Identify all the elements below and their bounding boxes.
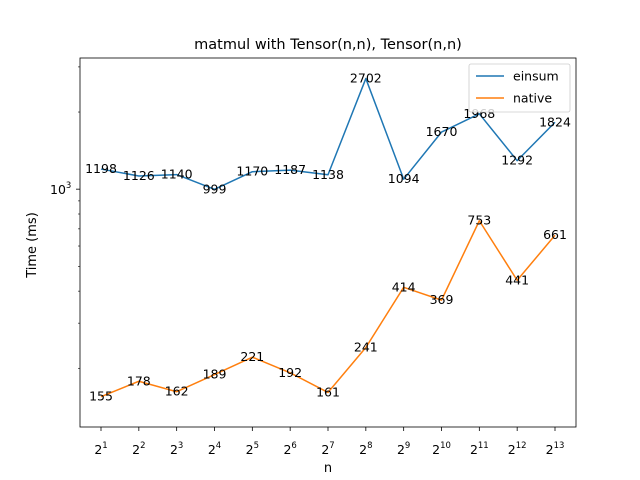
- series-line-native: [100, 219, 556, 398]
- data-label: 1140: [161, 167, 193, 182]
- axes-frame: [79, 57, 577, 428]
- data-label: 661: [543, 227, 567, 242]
- data-label: 1170: [236, 164, 268, 179]
- y-tick-label: 103: [50, 181, 71, 197]
- x-tick-label: 22: [132, 441, 145, 457]
- x-tick-label: 26: [283, 441, 296, 457]
- x-tick-label: 211: [470, 441, 489, 457]
- x-tick-label: 29: [397, 441, 410, 457]
- plot-area: 1198 1126 1140 999 1170 1187 1138 2702 1094 1670 1…: [50, 57, 577, 457]
- data-label: 414: [392, 279, 416, 294]
- x-tick-label: 27: [321, 441, 334, 457]
- data-label: 1670: [426, 124, 458, 139]
- x-tick-label: 21: [94, 441, 107, 457]
- x-tick-label: 24: [208, 441, 221, 457]
- data-label: 1824: [539, 114, 571, 129]
- y-axis-label: Time (ms): [25, 212, 40, 279]
- series-line-einsum: [100, 77, 556, 191]
- data-label: 161: [316, 384, 340, 399]
- x-axis-label: n: [324, 461, 332, 476]
- x-tick-label: 213: [546, 441, 565, 457]
- data-label: 369: [430, 292, 454, 307]
- data-label: 999: [203, 181, 227, 196]
- data-label: 1187: [274, 162, 306, 177]
- data-label: 1292: [501, 153, 533, 168]
- data-label: 1198: [85, 161, 117, 176]
- data-label: 1094: [388, 171, 420, 186]
- data-label: 178: [127, 373, 151, 388]
- data-label: 2702: [350, 71, 382, 86]
- data-label: 162: [165, 384, 189, 399]
- x-tick-label: 23: [170, 441, 183, 457]
- x-tick-label: 28: [359, 441, 372, 457]
- chart-title: matmul with Tensor(n,n), Tensor(n,n): [194, 37, 462, 53]
- data-label: 241: [354, 340, 378, 355]
- data-label: 155: [89, 389, 113, 404]
- legend: einsum native: [468, 63, 571, 113]
- data-label: 192: [278, 365, 302, 380]
- data-label: 1138: [312, 167, 344, 182]
- legend-label: einsum: [513, 69, 559, 84]
- data-label: 189: [203, 367, 227, 382]
- x-tick-label: 25: [246, 441, 259, 457]
- x-tick-label: 212: [508, 441, 527, 457]
- data-label: 221: [240, 349, 264, 364]
- data-label: 1126: [123, 168, 155, 183]
- data-label: 753: [467, 213, 491, 228]
- data-label: 441: [505, 272, 529, 287]
- x-tick-label: 210: [432, 441, 451, 457]
- legend-label: native: [513, 91, 552, 106]
